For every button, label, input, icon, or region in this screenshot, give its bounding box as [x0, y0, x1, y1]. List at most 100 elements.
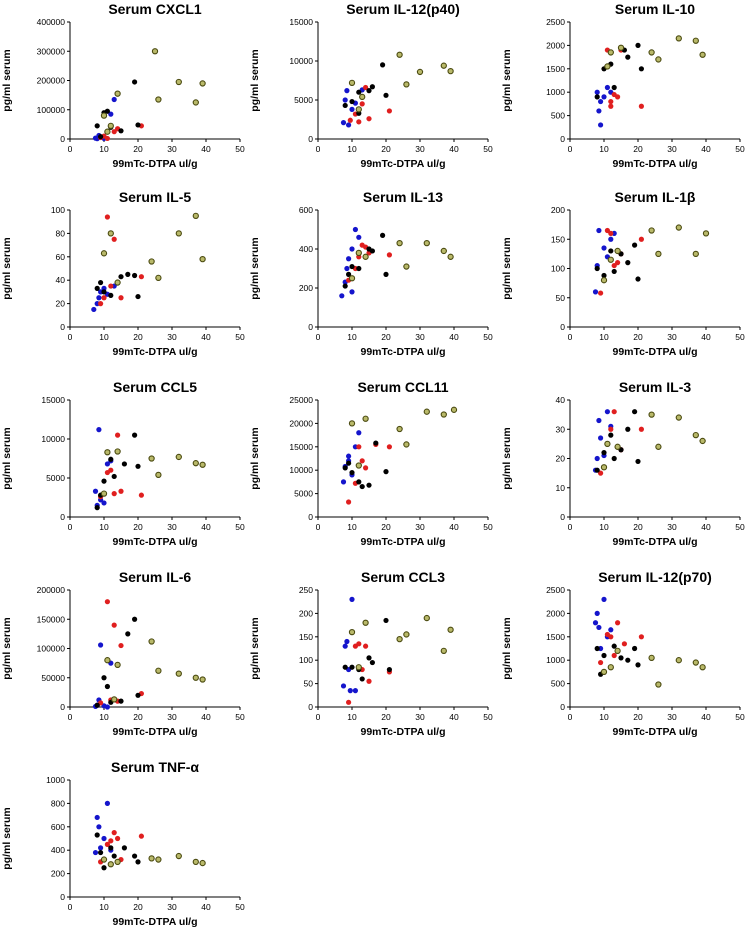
- data-point-blue: [598, 122, 604, 128]
- y-axis-label: pg/ml serum: [501, 237, 513, 299]
- chart-title: Serum CCL11: [357, 379, 448, 395]
- data-point-olive: [100, 112, 108, 119]
- data-point-black: [346, 460, 352, 466]
- data-point-olive: [617, 44, 625, 51]
- data-point-olive: [440, 647, 447, 654]
- x-axis-label: 99mTc-DTPA ul/g: [113, 158, 198, 170]
- data-point-black: [346, 271, 352, 277]
- chart-title: Serum IL-10: [615, 1, 695, 17]
- y-tick-label: 15000: [41, 395, 65, 405]
- x-tick-label: 10: [99, 712, 109, 722]
- data-point-black: [632, 242, 638, 248]
- x-tick-label: 30: [415, 332, 425, 342]
- data-point-blue: [104, 800, 110, 806]
- data-point-olive: [614, 247, 621, 255]
- chart-serum-ccl5: Serum CCL5 0 10 20 30 40 50 0 5000 10000 15000 99mT…: [0, 378, 245, 558]
- data-point-black: [94, 285, 100, 291]
- x-tick-label: 50: [735, 332, 745, 342]
- x-tick-label: 10: [99, 144, 109, 154]
- data-point-olive: [155, 274, 162, 282]
- data-point-red: [359, 101, 365, 107]
- data-point-blue: [344, 265, 350, 272]
- x-tick-label: 10: [347, 332, 357, 342]
- x-tick-label: 0: [568, 332, 573, 342]
- y-tick-label: 1500: [546, 64, 565, 74]
- x-tick-label: 20: [133, 332, 143, 342]
- x-tick-label: 0: [316, 144, 321, 154]
- data-point-olive: [359, 93, 366, 101]
- y-tick-label: 2500: [546, 17, 565, 27]
- data-point-black: [383, 617, 389, 624]
- data-point-black: [366, 655, 372, 661]
- data-point-blue: [352, 226, 358, 233]
- data-point-blue: [349, 289, 355, 295]
- data-point-olive: [355, 106, 362, 113]
- y-tick-label: 250: [299, 585, 313, 595]
- data-point-olive: [175, 78, 182, 86]
- x-tick-label: 40: [701, 522, 711, 532]
- chart-title: Serum IL-1β: [615, 189, 696, 205]
- y-axis-label: pg/ml serum: [501, 49, 513, 111]
- y-tick-label: 60: [56, 252, 66, 262]
- x-tick-label: 10: [599, 712, 609, 722]
- data-point-blue: [104, 461, 110, 467]
- data-point-blue: [346, 122, 352, 128]
- data-point-olive: [396, 425, 403, 433]
- data-point-red: [638, 103, 644, 109]
- y-tick-label: 600: [299, 205, 313, 215]
- data-point-black: [342, 465, 348, 471]
- data-point-olive: [450, 406, 458, 413]
- x-tick-label: 30: [667, 712, 677, 722]
- x-tick-label: 30: [667, 144, 677, 154]
- x-tick-label: 0: [68, 522, 73, 532]
- x-tick-label: 50: [483, 332, 493, 342]
- x-tick-label: 20: [633, 332, 643, 342]
- y-axis-label: pg/ml serum: [249, 617, 261, 679]
- data-point-black: [94, 832, 100, 838]
- x-axis-label: 99mTc-DTPA ul/g: [361, 726, 446, 738]
- data-point-olive: [675, 35, 682, 42]
- data-point-red: [346, 699, 352, 705]
- x-tick-label: 10: [599, 144, 609, 154]
- data-point-black: [601, 652, 607, 659]
- data-point-black: [594, 645, 600, 652]
- data-point-olive: [403, 631, 410, 638]
- x-tick-label: 40: [201, 144, 211, 154]
- data-point-olive: [648, 49, 655, 56]
- data-point-black: [594, 265, 600, 272]
- x-tick-label: 0: [68, 144, 73, 154]
- y-tick-label: 50000: [41, 673, 65, 683]
- chart-serum-il-13: Serum IL-13 0 10 20 30 40 50 0 200 400 600 99mTc-DT…: [248, 188, 493, 368]
- y-tick-label: 10000: [289, 56, 313, 66]
- data-point-black: [359, 483, 365, 490]
- x-tick-label: 0: [68, 712, 73, 722]
- y-tick-label: 0: [560, 512, 565, 522]
- data-point-olive: [607, 664, 614, 671]
- data-point-red: [111, 830, 117, 836]
- data-point-olive: [692, 250, 699, 258]
- data-point-red: [138, 274, 144, 280]
- y-tick-label: 600: [51, 822, 65, 832]
- data-point-olive: [675, 657, 682, 664]
- data-point-olive: [440, 411, 447, 418]
- data-point-red: [604, 227, 610, 234]
- data-point-olive: [607, 256, 614, 263]
- data-point-red: [104, 214, 110, 220]
- data-point-black: [608, 432, 614, 438]
- data-point-olive: [604, 63, 611, 70]
- data-point-olive: [648, 411, 655, 418]
- data-point-black: [383, 271, 389, 277]
- data-point-blue: [92, 488, 99, 494]
- y-tick-label: 0: [60, 702, 65, 712]
- data-point-red: [98, 301, 104, 307]
- y-tick-label: 20: [56, 299, 66, 309]
- x-tick-label: 30: [415, 144, 425, 154]
- y-tick-label: 1000: [46, 775, 65, 785]
- data-point-olive: [151, 48, 159, 55]
- data-point-olive: [362, 619, 369, 626]
- data-point-blue: [604, 84, 610, 91]
- x-axis-label: 99mTc-DTPA ul/g: [361, 536, 446, 548]
- data-point-black: [638, 66, 644, 72]
- data-point-black: [125, 271, 131, 277]
- y-tick-label: 150: [299, 632, 313, 642]
